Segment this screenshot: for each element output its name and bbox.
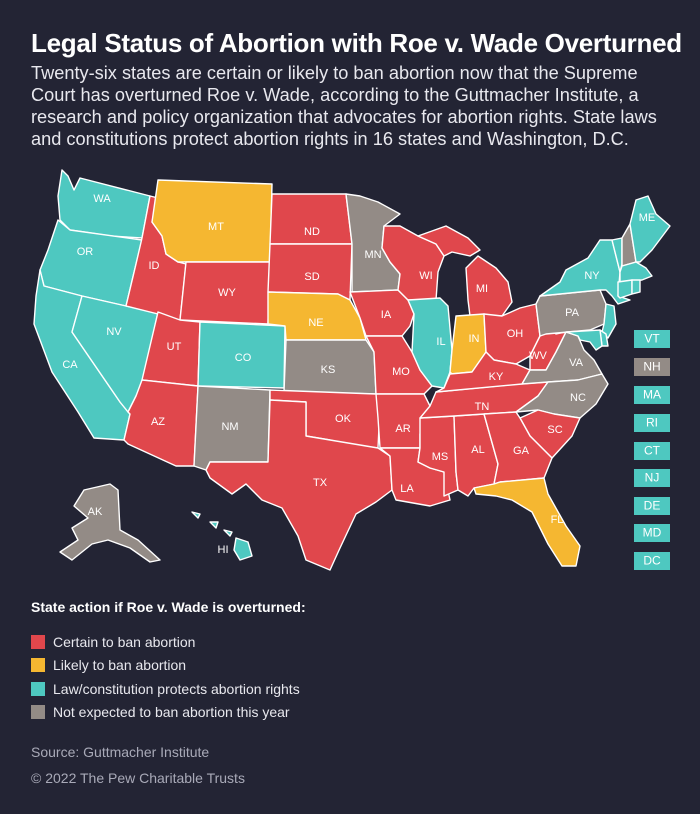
label-mn: MN xyxy=(364,249,381,261)
label-or: OR xyxy=(77,246,94,258)
label-mt: MT xyxy=(208,221,224,233)
state-nj xyxy=(601,303,617,339)
legend-label-protects: Law/constitution protects abortion right… xyxy=(53,680,300,697)
box-md-label: MD xyxy=(643,526,662,540)
label-ok: OK xyxy=(335,413,352,425)
box-ri-label: RI xyxy=(646,416,658,430)
label-tn: TN xyxy=(475,401,490,413)
state-fl xyxy=(473,477,581,567)
legend-title: State action if Roe v. Wade is overturne… xyxy=(31,599,306,615)
legend-item-protects: Law/constitution protects abortion right… xyxy=(31,677,300,701)
state-tx xyxy=(205,399,393,571)
label-ne: NE xyxy=(308,317,323,329)
label-ky: KY xyxy=(489,371,504,383)
label-ks: KS xyxy=(321,364,336,376)
label-mi: MI xyxy=(476,283,488,295)
box-ct xyxy=(634,442,670,460)
box-dc-label: DC xyxy=(643,554,661,568)
state-labels: WA OR CA NV ID MT WY UT AZ CO NM ND SD N… xyxy=(62,193,655,556)
box-nj xyxy=(634,469,670,487)
label-co: CO xyxy=(235,352,252,364)
state-ga xyxy=(483,411,553,485)
box-ma-label: MA xyxy=(643,388,661,402)
subtitle: Twenty-six states are certain or likely … xyxy=(31,63,657,149)
label-il: IL xyxy=(436,336,445,348)
copyright-note: © 2022 The Pew Charitable Trusts xyxy=(31,770,245,786)
small-state-boxes: VT NH MA RI CT NJ DE MD DC xyxy=(634,330,670,570)
label-hi: HI xyxy=(218,544,229,556)
label-ia: IA xyxy=(381,309,392,321)
state-hi xyxy=(191,511,253,561)
box-dc xyxy=(634,552,670,570)
legend-item-certain: Certain to ban abortion xyxy=(31,630,300,654)
label-la: LA xyxy=(400,483,414,495)
label-ga: GA xyxy=(513,445,530,457)
state-mi xyxy=(417,225,513,317)
label-mo: MO xyxy=(392,366,410,378)
label-fl: FL xyxy=(551,514,564,526)
legend-item-not-expected: Not expected to ban abortion this year xyxy=(31,701,300,725)
legend-label-likely: Likely to ban abortion xyxy=(53,657,187,674)
box-nh-label: NH xyxy=(643,360,660,374)
state-wa xyxy=(57,169,151,239)
state-md xyxy=(565,329,603,351)
label-pa: PA xyxy=(565,307,580,319)
state-ri xyxy=(631,279,641,295)
label-wv: WV xyxy=(529,350,547,362)
legend-swatch-likely xyxy=(31,658,45,673)
label-ny: NY xyxy=(584,270,600,282)
legend-label-certain: Certain to ban abortion xyxy=(53,633,196,650)
box-nh xyxy=(634,358,670,376)
label-wi: WI xyxy=(419,270,432,282)
state-ct xyxy=(617,279,633,299)
box-vt xyxy=(634,330,670,348)
legend-swatch-certain xyxy=(31,634,45,649)
source-note: Source: Guttmacher Institute xyxy=(31,744,210,760)
legend-label-not-expected: Not expected to ban abortion this year xyxy=(53,704,290,721)
label-nv: NV xyxy=(106,326,122,338)
page-title: Legal Status of Abortion with Roe v. Wad… xyxy=(31,28,682,58)
label-me: ME xyxy=(639,212,656,224)
label-sc: SC xyxy=(547,424,562,436)
label-wa: WA xyxy=(93,193,111,205)
state-ak xyxy=(59,483,161,563)
label-nm: NM xyxy=(221,421,238,433)
label-al: AL xyxy=(471,444,484,456)
label-ak: AK xyxy=(88,506,103,518)
legend-swatch-protects xyxy=(31,681,45,696)
box-de xyxy=(634,497,670,515)
label-oh: OH xyxy=(507,328,524,340)
label-ar: AR xyxy=(395,423,410,435)
legend-swatch-not-expected xyxy=(31,705,45,720)
label-nc: NC xyxy=(570,392,586,404)
legend-item-likely: Likely to ban abortion xyxy=(31,654,300,678)
label-va: VA xyxy=(569,357,584,369)
us-map: WA OR CA NV ID MT WY UT AZ CO NM ND SD N… xyxy=(33,169,671,571)
label-sd: SD xyxy=(304,271,319,283)
state-ma xyxy=(619,261,653,283)
label-az: AZ xyxy=(151,416,165,428)
label-ca: CA xyxy=(62,359,78,371)
box-vt-label: VT xyxy=(644,332,660,346)
label-ms: MS xyxy=(432,451,449,463)
label-ut: UT xyxy=(167,341,182,353)
label-id: ID xyxy=(149,260,160,272)
label-in: IN xyxy=(469,333,480,345)
box-nj-label: NJ xyxy=(645,471,660,485)
state-ky xyxy=(435,351,531,393)
box-ri xyxy=(634,414,670,432)
label-tx: TX xyxy=(313,477,328,489)
box-de-label: DE xyxy=(644,499,661,513)
state-me xyxy=(629,195,671,263)
label-nd: ND xyxy=(304,226,320,238)
box-md xyxy=(634,524,670,542)
box-ma xyxy=(634,386,670,404)
label-wy: WY xyxy=(218,287,236,299)
legend: Certain to ban abortion Likely to ban ab… xyxy=(31,630,300,724)
box-ct-label: CT xyxy=(644,444,661,458)
